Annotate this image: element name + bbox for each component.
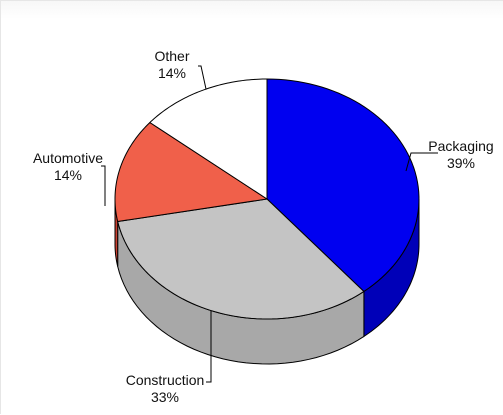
- leader-line-packaging: [405, 152, 438, 172]
- slice-construction: [117, 198, 365, 320]
- slice-label-automotive: Automotive: [33, 150, 103, 166]
- pie-slices: [114, 78, 420, 320]
- slice-label-other: Other: [154, 48, 189, 64]
- slice-label-construction: Construction: [126, 372, 205, 388]
- leader-line-construction: [206, 311, 212, 383]
- slice-label-packaging: Packaging: [428, 138, 493, 154]
- slice-value-construction: 33%: [151, 389, 179, 405]
- slice-value-other: 14%: [158, 65, 186, 81]
- leader-line-automotive: [101, 165, 106, 206]
- leader-line-other: [198, 65, 207, 90]
- slice-value-automotive: 14%: [54, 167, 82, 183]
- slice-labels: Packaging39%Construction33%Automotive14%…: [33, 48, 494, 405]
- slice-automotive: [114, 122, 268, 222]
- slice-other: [149, 78, 268, 200]
- slice-value-packaging: 39%: [447, 155, 475, 171]
- leader-lines: [101, 65, 438, 383]
